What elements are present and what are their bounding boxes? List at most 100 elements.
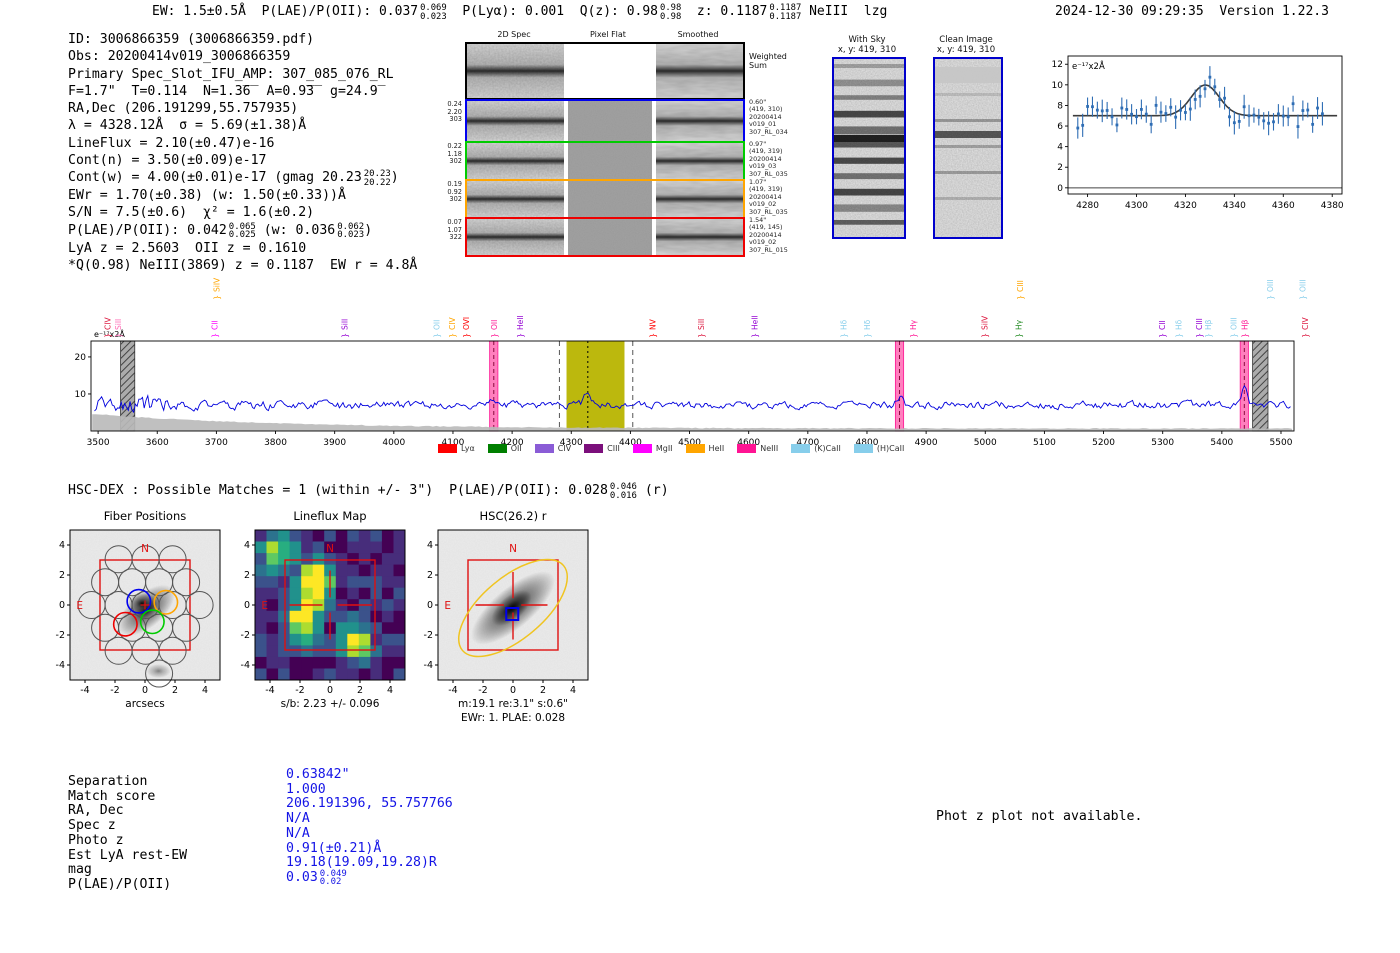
spec2d-cell-flat bbox=[568, 219, 652, 255]
svg-text:5500: 5500 bbox=[1270, 438, 1293, 448]
svg-text:}: } bbox=[1301, 333, 1310, 338]
svg-text:4380: 4380 bbox=[1321, 201, 1344, 211]
stacked-uncertainty: 0.98 0.98 bbox=[660, 3, 682, 22]
svg-text:Hβ: Hβ bbox=[1204, 319, 1213, 330]
svg-text:0: 0 bbox=[244, 600, 250, 611]
svg-text:5000: 5000 bbox=[974, 438, 997, 448]
weighted-sum-label: Weighted Sum bbox=[749, 52, 787, 70]
legend-item: CIV bbox=[534, 444, 571, 453]
legend-swatch bbox=[632, 444, 652, 453]
svg-text:OII: OII bbox=[432, 320, 441, 330]
svg-text:2: 2 bbox=[172, 685, 178, 696]
svg-text:}: } bbox=[1195, 333, 1204, 338]
info-line: *Q(0.98) NeIII(3869) z = 0.1187 EW r = 4… bbox=[68, 257, 418, 273]
svg-text:SiII: SiII bbox=[697, 319, 706, 330]
info-line: S/N = 7.5(±0.6) χ² = 1.6(±0.2) bbox=[68, 205, 315, 221]
stacked-uncertainty: 0.049 0.02 bbox=[319, 868, 347, 888]
sky-panel-title: With Sky x, y: 419, 310 bbox=[837, 35, 897, 55]
svg-text:OIII: OIII bbox=[1230, 317, 1239, 330]
spec2d-cell-smooth bbox=[656, 44, 743, 98]
svg-text:Hδ: Hδ bbox=[863, 319, 872, 330]
svg-text:CIV: CIV bbox=[448, 317, 457, 330]
svg-text:4800: 4800 bbox=[856, 438, 879, 448]
svg-text:CIV: CIV bbox=[1301, 317, 1310, 330]
svg-text:EWr: 1. PLAE: 0.028: EWr: 1. PLAE: 0.028 bbox=[461, 712, 565, 724]
cutout-row-annotation: 1.07" (419, 319) 20200414 v019_02 307_RL_035 bbox=[749, 178, 788, 216]
svg-text:-4: -4 bbox=[80, 685, 89, 696]
svg-text:4: 4 bbox=[202, 685, 208, 696]
legend-swatch bbox=[685, 444, 705, 453]
svg-text:-2: -2 bbox=[241, 630, 250, 641]
svg-text:}: } bbox=[1014, 333, 1023, 338]
svg-text:0: 0 bbox=[59, 600, 65, 611]
info-line: P(LAE)/P(OII): 0.042 0.065 0.025 (w: 0.036… bbox=[68, 221, 373, 241]
svg-text:}: } bbox=[1158, 333, 1167, 338]
legend-label: OII bbox=[510, 444, 522, 453]
svg-text:}: } bbox=[516, 333, 525, 338]
svg-text:CII: CII bbox=[1158, 320, 1167, 330]
match-value: 0.03 0.049 0.02 bbox=[286, 868, 347, 888]
stacked-uncertainty: 0.046 0.016 bbox=[609, 482, 637, 501]
svg-text:N: N bbox=[509, 543, 517, 555]
svg-text:}: } bbox=[490, 333, 499, 338]
svg-text:}: } bbox=[341, 333, 350, 338]
svg-text:4: 4 bbox=[570, 685, 576, 696]
svg-text:5100: 5100 bbox=[1033, 438, 1056, 448]
legend-item: (H)CaII bbox=[853, 444, 904, 453]
photz-note: Phot z plot not available. bbox=[936, 809, 1143, 824]
stacked-uncertainty: 0.1187 0.1187 bbox=[769, 3, 802, 22]
svg-text:Hγ: Hγ bbox=[1014, 319, 1023, 330]
svg-text:}: } bbox=[1266, 295, 1275, 300]
spec2d-cell-2d bbox=[467, 143, 564, 179]
match-value: 0.91(±0.21)Å bbox=[286, 840, 382, 856]
svg-text:-4: -4 bbox=[241, 660, 250, 671]
cutout-col-header: Pixel Flat bbox=[590, 30, 626, 39]
svg-text:-2: -2 bbox=[478, 685, 487, 696]
legend-swatch bbox=[438, 444, 457, 453]
with-sky-image bbox=[832, 57, 906, 239]
cutout-row bbox=[465, 179, 745, 219]
info-line: λ = 4328.12Å σ = 5.69(±1.38)Å bbox=[68, 118, 307, 134]
legend-item: (K)CaII bbox=[791, 444, 841, 453]
match-label: Match score bbox=[68, 788, 156, 804]
svg-text:10: 10 bbox=[75, 390, 87, 400]
svg-text:2: 2 bbox=[59, 570, 65, 581]
clean-image bbox=[933, 57, 1003, 239]
svg-text:CIII: CIII bbox=[1195, 318, 1204, 330]
svg-text:0: 0 bbox=[1057, 184, 1063, 194]
svg-text:5300: 5300 bbox=[1151, 438, 1174, 448]
svg-text:-4: -4 bbox=[56, 660, 65, 671]
svg-text:4340: 4340 bbox=[1223, 201, 1246, 211]
svg-text:4700: 4700 bbox=[796, 438, 819, 448]
svg-text:4320: 4320 bbox=[1174, 201, 1197, 211]
svg-text:2: 2 bbox=[1057, 163, 1063, 173]
svg-text:4360: 4360 bbox=[1272, 201, 1295, 211]
svg-text:-2: -2 bbox=[295, 685, 304, 696]
svg-text:4: 4 bbox=[244, 540, 250, 551]
svg-text:}: } bbox=[114, 333, 123, 338]
svg-text:2: 2 bbox=[540, 685, 546, 696]
cutout-row-left-stats: 0.24 2.20 303 bbox=[447, 100, 462, 124]
info-line: F=1.7" T=0.114 N=1.3̅6̅ A=0.9̅3̅ g=24.9̅ bbox=[68, 83, 378, 99]
match-label: Photo z bbox=[68, 832, 124, 848]
svg-text:2: 2 bbox=[244, 570, 250, 581]
detection-info-block: ID: 3006866359 (3006866359.pdf) Obs: 2020… bbox=[68, 31, 417, 274]
legend-swatch bbox=[584, 444, 604, 453]
svg-text:4200: 4200 bbox=[501, 438, 524, 448]
svg-text:8: 8 bbox=[1057, 101, 1063, 111]
svg-text:SiII: SiII bbox=[341, 319, 350, 330]
info-line: Primary Spec_Slot_IFU_AMP: 307_085_076_R… bbox=[68, 66, 394, 82]
cutout-row-left-stats: 0.19 0.92 302 bbox=[447, 180, 462, 204]
svg-text:4500: 4500 bbox=[678, 438, 701, 448]
spec2d-cell-flat0 bbox=[568, 44, 652, 98]
legend-item: CIII bbox=[584, 444, 620, 453]
svg-text:OIII: OIII bbox=[1298, 279, 1307, 292]
svg-text:-4: -4 bbox=[265, 685, 274, 696]
cutout-row-left-stats: 0.07 1.07 322 bbox=[447, 218, 462, 242]
svg-text:}: } bbox=[1230, 333, 1239, 338]
line-fit-plot-svg: 4280 4300 4320 4340 4360 4380 0 2 4 6 8 10 12 e⁻¹⁷x2Å bbox=[1052, 55, 1344, 211]
svg-text:6: 6 bbox=[1057, 122, 1063, 132]
info-line: RA,Dec (206.191299,55.757935) bbox=[68, 101, 299, 116]
svg-text:4600: 4600 bbox=[737, 438, 760, 448]
